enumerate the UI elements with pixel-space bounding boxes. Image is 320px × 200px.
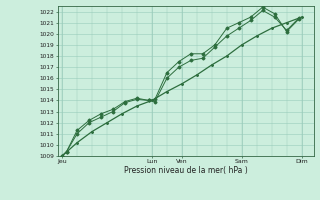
X-axis label: Pression niveau de la mer( hPa ): Pression niveau de la mer( hPa ) [124, 166, 247, 175]
